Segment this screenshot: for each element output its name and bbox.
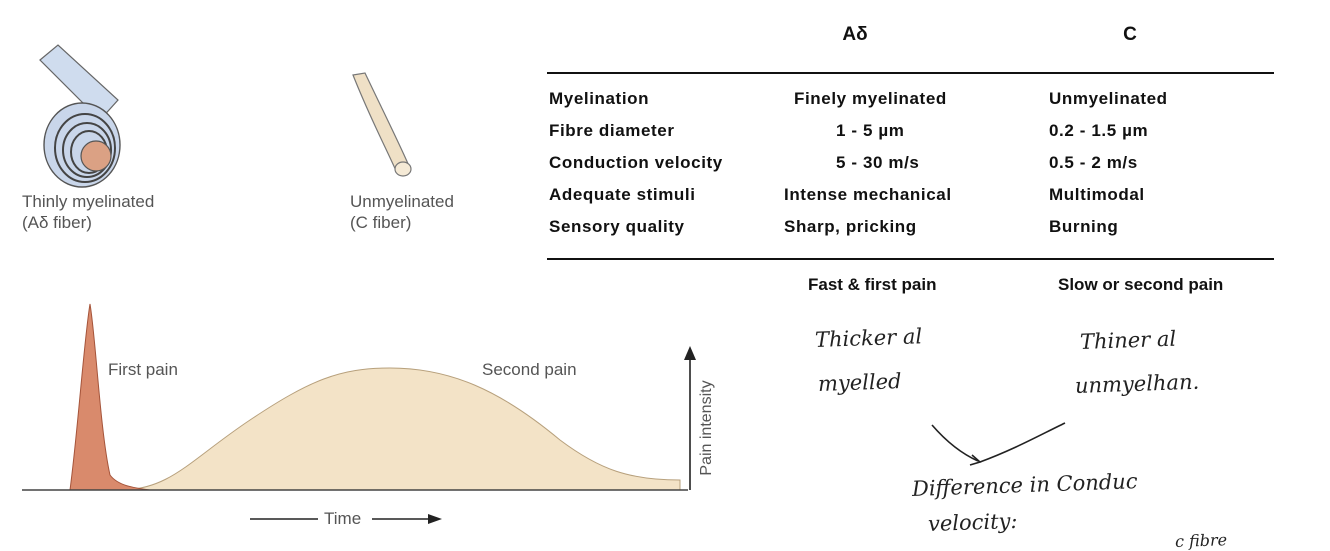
myelinated-fiber-icon	[39, 44, 121, 188]
myelinated-fiber-name: Thinly myelinated	[22, 192, 155, 211]
table-top-rule	[547, 72, 1274, 74]
table-row: Sensory quality Sharp, pricking Burning	[549, 217, 1269, 249]
table-row: Myelination Finely myelinated Unmyelinat…	[549, 89, 1269, 121]
handwritten-ad-note-line1: Thicker al	[814, 324, 923, 352]
row-c-value: 0.5 - 2 m/s	[1049, 153, 1138, 172]
row-c-value: Unmyelinated	[1049, 89, 1168, 108]
handwritten-c-note-line2: unmyelhan.	[1074, 369, 1200, 398]
footer-ad: Fast & first pain	[808, 275, 937, 294]
time-arrowhead	[428, 514, 442, 524]
row-ad-value: 1 - 5 µm	[836, 121, 905, 140]
footer-c: Slow or second pain	[1058, 275, 1224, 294]
table-row: Fibre diameter 1 - 5 µm 0.2 - 1.5 µm	[549, 121, 1269, 153]
row-ad-value: Finely myelinated	[794, 89, 947, 108]
handwritten-ad-note-line2: myelled	[817, 369, 902, 396]
table-row: Adequate stimuli Intense mechanical Mult…	[549, 185, 1269, 217]
pain-intensity-graph	[22, 303, 696, 524]
first-pain-label: First pain	[108, 360, 178, 379]
row-label: Adequate stimuli	[549, 185, 696, 204]
unmyelinated-fiber-caption: Unmyelinated (C fiber)	[350, 191, 454, 233]
row-label: Sensory quality	[549, 217, 685, 236]
row-c-value: Multimodal	[1049, 185, 1145, 204]
row-label: Conduction velocity	[549, 153, 723, 172]
table-bottom-rule	[547, 258, 1274, 260]
row-ad-value: Intense mechanical	[784, 185, 952, 204]
row-c-value: Burning	[1049, 217, 1119, 236]
row-ad-value: 5 - 30 m/s	[836, 153, 920, 172]
y-axis-label: Pain intensity	[698, 380, 715, 476]
myelinated-fiber-caption: Thinly myelinated (Aδ fiber)	[22, 191, 154, 233]
x-axis-label: Time	[324, 509, 362, 528]
handwritten-c-note-line1: Thiner al	[1079, 326, 1177, 354]
unmyelinated-fiber-icon	[352, 72, 412, 177]
second-pain-label: Second pain	[482, 360, 577, 379]
table-row: Conduction velocity 5 - 30 m/s 0.5 - 2 m…	[549, 153, 1269, 185]
first-pain-curve	[69, 303, 151, 491]
handwritten-difference-line2: velocity:	[927, 508, 1018, 536]
myelinated-fiber-type: (Aδ fiber)	[22, 213, 92, 232]
handwritten-arrows-icon	[931, 422, 1066, 466]
row-label: Fibre diameter	[549, 121, 675, 140]
second-pain-curve	[119, 367, 681, 491]
unmyelinated-fiber-name: Unmyelinated	[350, 192, 454, 211]
column-header-c: C	[1123, 24, 1137, 45]
row-label: Myelination	[549, 89, 650, 108]
unmyelinated-fiber-type: (C fiber)	[350, 213, 412, 232]
column-header-ad: Aδ	[842, 24, 868, 45]
row-c-value: 0.2 - 1.5 µm	[1049, 121, 1149, 140]
pain-intensity-arrowhead	[684, 346, 696, 360]
row-ad-value: Sharp, pricking	[784, 217, 917, 236]
